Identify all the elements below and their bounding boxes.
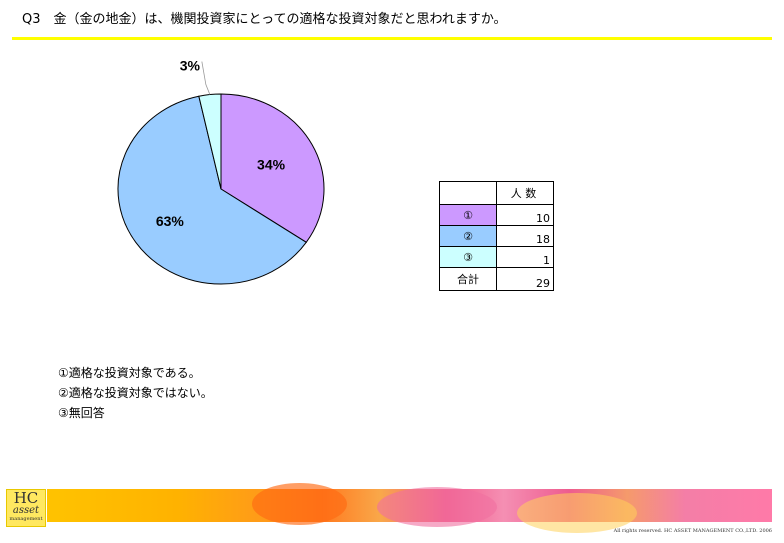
row-value-3: 1 [496, 246, 554, 268]
legend-item: ②適格な投資対象ではない。 [58, 386, 213, 400]
copyright-text: All rights reserved. HC ASSET MANAGEMENT… [613, 528, 772, 534]
table-row: ② 18 [439, 225, 554, 247]
answer-legend: ①適格な投資対象である。 ②適格な投資対象ではない。 ③無回答 [58, 363, 213, 423]
row-value-2: 18 [496, 225, 554, 247]
pie-slice-2 [117, 95, 307, 285]
table-row: ③ 1 [439, 246, 554, 268]
total-label: 合計 [439, 267, 497, 291]
slice-label-1: 34% [257, 157, 286, 173]
row-key-1: ① [439, 204, 497, 226]
legend-item: ③無回答 [58, 406, 105, 420]
row-key-3: ③ [439, 246, 497, 268]
footer-banner [47, 483, 772, 533]
row-value-1: 10 [496, 204, 554, 226]
leader-line [201, 61, 211, 95]
total-value: 29 [496, 267, 554, 291]
table-header-blank [439, 181, 497, 205]
pie-slice-1 [220, 93, 325, 243]
slice-label-2: 63% [156, 213, 185, 229]
company-logo: HC asset management [6, 489, 46, 527]
table-total-row: 合計 29 [439, 267, 554, 291]
legend-item: ①適格な投資対象である。 [58, 366, 201, 380]
slice-label-3: 3% [180, 58, 201, 74]
row-key-2: ② [439, 225, 497, 247]
page-title: Q3 金（金の地金）は、機関投資家にとっての適格な投資対象だと思われますか。 [22, 12, 507, 27]
title-underline [12, 37, 772, 40]
table-row: ① 10 [439, 204, 554, 226]
table-header-count: 人 数 [496, 181, 554, 205]
count-table: 人 数 ① 10 ② 18 ③ 1 合計 29 [439, 181, 554, 291]
